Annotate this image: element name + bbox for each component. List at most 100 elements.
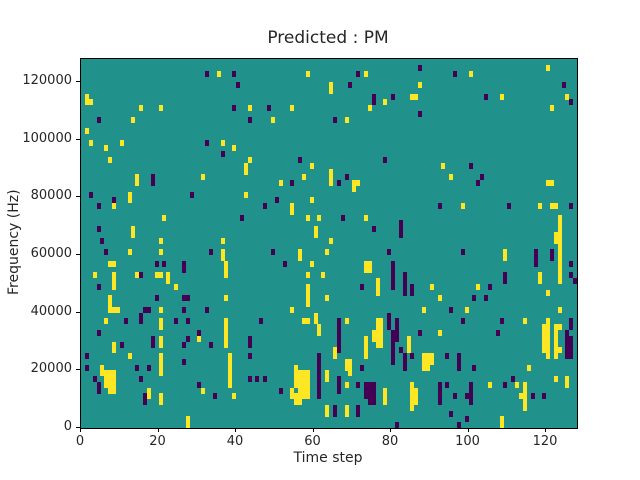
heatmap-cell: [317, 330, 321, 336]
heatmap-cell: [546, 180, 550, 186]
heatmap-cell: [554, 238, 558, 244]
heatmap-cell: [360, 284, 364, 290]
heatmap-cell: [348, 365, 352, 371]
heatmap-cell: [449, 307, 453, 313]
heatmap-cell: [391, 261, 395, 267]
heatmap-cell: [240, 215, 244, 221]
heatmap-cell: [457, 359, 461, 365]
heatmap-cell: [298, 255, 302, 261]
heatmap-cell: [542, 336, 546, 342]
heatmap-cell: [372, 388, 376, 394]
heatmap-cell: [224, 272, 228, 278]
heatmap-cell: [403, 359, 407, 365]
heatmap-cell: [453, 393, 457, 399]
heatmap-cell: [174, 318, 178, 324]
heatmap-cell: [259, 318, 263, 324]
heatmap-cell: [476, 180, 480, 186]
heatmap-cell: [186, 318, 190, 324]
heatmap-cell: [128, 192, 132, 198]
heatmap-cell: [306, 284, 310, 290]
heatmap-cell: [306, 301, 310, 307]
heatmap-cell: [224, 330, 228, 336]
heatmap-cell: [135, 180, 139, 186]
heatmap-cell: [139, 376, 143, 382]
heatmap-cell: [108, 376, 112, 382]
heatmap-cell: [159, 359, 163, 365]
heatmap-cell: [108, 388, 112, 394]
heatmap-cell: [108, 261, 112, 267]
heatmap-cell: [360, 365, 364, 371]
y-tick-mark: [76, 369, 80, 371]
heatmap-cell: [294, 382, 298, 388]
heatmap-cell: [89, 140, 93, 146]
heatmap-cell: [182, 359, 186, 365]
heatmap-cell: [403, 284, 407, 290]
heatmap-cell: [205, 71, 209, 77]
heatmap-cell: [391, 336, 395, 342]
heatmap-cell: [569, 347, 573, 353]
heatmap-cell: [534, 255, 538, 261]
heatmap-cell: [197, 330, 201, 336]
heatmap-cell: [97, 203, 101, 209]
x-tick-mark: [467, 428, 469, 432]
heatmap-cell: [112, 342, 116, 348]
heatmap-cell: [372, 393, 376, 399]
heatmap-cell: [356, 411, 360, 417]
heatmap-cell: [97, 382, 101, 388]
heatmap-cell: [542, 324, 546, 330]
heatmap-cell: [534, 261, 538, 267]
heatmap-cell: [569, 99, 573, 105]
heatmap-cell: [294, 399, 298, 405]
heatmap-cell: [376, 342, 380, 348]
heatmap-cell: [372, 336, 376, 342]
y-tick-label: 100000: [22, 130, 72, 146]
heatmap-cell: [368, 105, 372, 111]
heatmap-cell: [449, 174, 453, 180]
x-tick-mark: [157, 428, 159, 432]
heatmap-cell: [500, 94, 504, 100]
heatmap-cell: [186, 336, 190, 342]
heatmap-cell: [279, 180, 283, 186]
heatmap-cell: [558, 347, 562, 353]
heatmap-cell: [569, 272, 573, 278]
heatmap-cell: [302, 388, 306, 394]
heatmap-cell: [554, 353, 558, 359]
heatmap-cell: [476, 284, 480, 290]
heatmap-cell: [159, 399, 163, 405]
heatmap-cell: [108, 301, 112, 307]
heatmap-cell: [364, 353, 368, 359]
heatmap-cell: [565, 353, 569, 359]
heatmap-cell: [128, 197, 132, 203]
x-tick-mark: [390, 428, 391, 432]
heatmap-cell: [480, 174, 484, 180]
heatmap-cell: [213, 393, 217, 399]
heatmap-cell: [186, 416, 190, 422]
heatmap-cell: [131, 117, 135, 123]
heatmap-cell: [159, 336, 163, 342]
heatmap-cell: [131, 226, 135, 232]
heatmap-cell: [232, 145, 236, 151]
heatmap-cell: [430, 353, 434, 359]
y-tick-mark: [76, 81, 80, 83]
heatmap-cell: [182, 307, 186, 313]
heatmap-cell: [546, 290, 550, 296]
heatmap-cell: [550, 249, 554, 255]
heatmap-cell: [290, 203, 294, 209]
heatmap-cell: [372, 330, 376, 336]
heatmap-cell: [89, 192, 93, 198]
heatmap-cell: [538, 272, 542, 278]
heatmap-cell: [403, 365, 407, 371]
heatmap-cell: [418, 330, 422, 336]
y-tick-mark: [76, 138, 80, 140]
heatmap-cell: [414, 399, 418, 405]
heatmap-cell: [317, 359, 321, 365]
heatmap-cell: [364, 261, 368, 267]
heatmap-cell: [345, 359, 349, 365]
heatmap-cell: [108, 382, 112, 388]
heatmap-cell: [317, 388, 321, 394]
heatmap-cell: [345, 318, 349, 324]
heatmap-cell: [376, 336, 380, 342]
heatmap-cell: [224, 261, 228, 267]
heatmap-cell: [379, 336, 383, 342]
